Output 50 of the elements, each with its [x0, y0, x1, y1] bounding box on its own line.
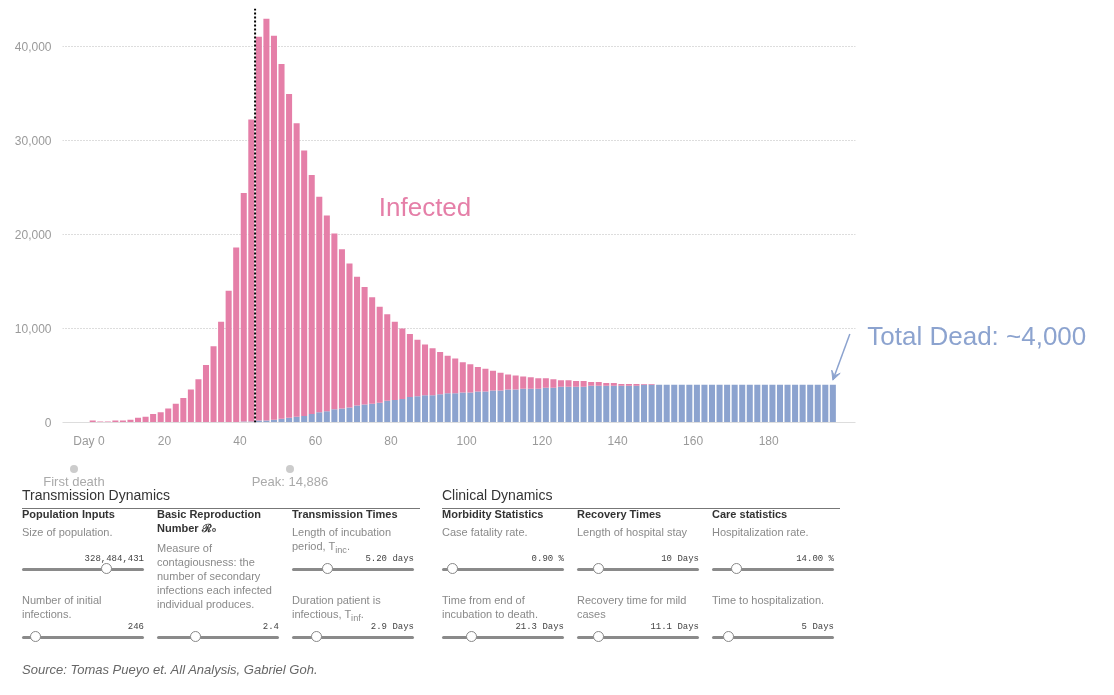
- text: Care statistics: [712, 507, 789, 521]
- text: Time from end of incubation to death.: [442, 593, 540, 621]
- text: Number of initial infections.: [22, 593, 103, 621]
- text: 0.90 %: [530, 553, 564, 566]
- y-tick-label: 0: [44, 416, 52, 430]
- annotation: Total Dead: ~4,000: [867, 320, 1087, 354]
- text: 5 Days: [800, 621, 834, 634]
- x-tick-label: 180: [758, 433, 779, 448]
- text: 246: [126, 621, 144, 634]
- text: 2.4: [261, 621, 279, 634]
- text: Recovery Times: [577, 507, 663, 521]
- x-tick-label: 100: [456, 433, 477, 448]
- text: Measure of contagiousness: the number of secondary infections each infected individual produces.: [157, 541, 273, 611]
- text: Population Inputs: [22, 507, 116, 521]
- text: Time to hospitalization.: [712, 593, 826, 607]
- x-tick-label: 40: [233, 433, 247, 448]
- text: Length of incubation period, T$_{inc}$.: [292, 526, 392, 556]
- text: 21.3 Days: [514, 621, 564, 634]
- text: Length of hospital stay: [577, 525, 689, 539]
- y-tick-label: 10,000: [14, 321, 52, 336]
- text: 14.00 %: [795, 553, 834, 566]
- text: Clinical Dynamics: [442, 485, 840, 509]
- text: Transmission Dynamics: [22, 487, 171, 503]
- x-tick-label: 160: [683, 433, 704, 448]
- text: Size of population.: [22, 525, 114, 539]
- source-note: Source: Tomas Pueyo et. All Analysis, Gabriel Goh.: [22, 661, 319, 679]
- text: 328,484,431: [83, 553, 144, 566]
- y-tick-label: 40,000: [14, 39, 52, 54]
- text: 11.1 Days: [649, 621, 699, 634]
- text: 10 Days: [660, 553, 699, 566]
- x-tick-label: 60: [308, 433, 323, 448]
- text: Transmission Times: [292, 507, 399, 521]
- text: Peak: 14,886: [250, 473, 330, 491]
- x-tick-label: 80: [384, 433, 399, 448]
- x-tick-label: Day 0: [73, 433, 105, 448]
- x-tick-label: 120: [532, 433, 553, 448]
- text: 2.9 Days: [370, 622, 414, 632]
- text: Recovery time for mild cases: [577, 593, 688, 621]
- text: Case fatality rate.: [442, 525, 529, 539]
- text: 5.20 days: [365, 554, 414, 564]
- text: Hospitalization rate.: [712, 525, 810, 539]
- series-label: Infected: [378, 192, 472, 223]
- x-tick-label: 140: [607, 433, 628, 448]
- text: First death: [42, 473, 106, 489]
- text: Duration patient is infectious, T$_{inf}$.: [292, 594, 381, 624]
- text: Morbidity Statistics: [442, 507, 545, 521]
- x-tick-label: 20: [157, 433, 172, 448]
- y-tick-label: 20,000: [14, 227, 52, 242]
- y-tick-label: 30,000: [14, 133, 52, 148]
- text: Basic Reproduction Number ℛ₀: [157, 507, 262, 535]
